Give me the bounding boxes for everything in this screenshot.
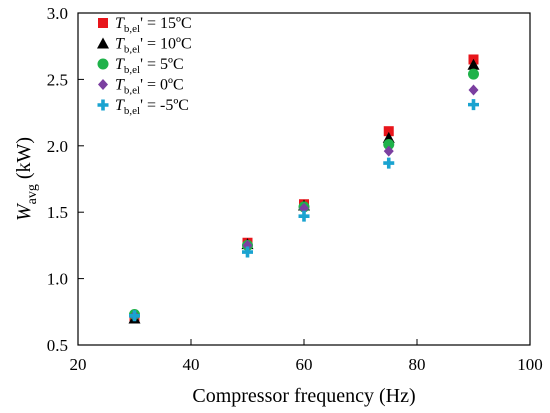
y-tick-label: 1.0 [47, 270, 68, 289]
legend-entry-label: Tb,el' = 10ºC [115, 36, 192, 56]
legend-entry-label: Tb,el' = 0ºC [115, 77, 184, 97]
legend-entry-label: Tb,el' = -5ºC [115, 97, 189, 117]
data-point-diamond [242, 239, 253, 251]
x-tick-label: 80 [409, 355, 426, 374]
x-tick-label: 60 [296, 355, 313, 374]
y-tick-label: 0.5 [47, 336, 68, 355]
legend-label-sub: b,el [124, 85, 140, 97]
y-axis-label-unit: (kW) [13, 137, 35, 184]
legend-label-sub: b,el [124, 105, 140, 117]
data-points [128, 54, 480, 324]
legend-entry-label: Tb,el' = 15ºC [115, 15, 192, 35]
data-point-diamond [383, 145, 394, 157]
legend-label-rest: ' = 5ºC [140, 56, 184, 73]
legend-label-rest: ' = 10ºC [140, 36, 192, 53]
y-tick-label: 3.0 [47, 4, 68, 23]
x-axis: 20 40 60 80 100 [70, 339, 543, 374]
legend-entry-label: Tb,el' = 5ºC [115, 56, 184, 76]
y-tick-label: 1.5 [47, 203, 68, 222]
x-axis-label: Compressor frequency (Hz) [192, 385, 415, 407]
data-point-diamond [299, 202, 309, 214]
data-point-plus [468, 99, 480, 111]
data-point-plus [383, 157, 395, 169]
data-point-diamond [468, 84, 479, 96]
legend-label-rest: ' = 15ºC [140, 15, 192, 32]
legend-label-main: T [115, 77, 125, 94]
data-point-plus [298, 210, 310, 222]
legend-label-main: T [115, 15, 125, 32]
data-point-square [383, 126, 394, 137]
legend-marker-plus [97, 99, 109, 111]
data-point-circle [468, 68, 479, 80]
legend-label-sub: b,el [124, 23, 140, 35]
y-axis-label: Wavg (kW) [13, 137, 40, 221]
legend-marker-circle [97, 58, 109, 70]
y-axis-label-main: W [13, 202, 35, 221]
y-axis-label-sub: avg [25, 184, 40, 204]
legend-marker-triangle [97, 37, 109, 49]
data-point-circle [383, 138, 395, 150]
legend-label-main: T [115, 56, 125, 73]
y-axis: 0.5 1.0 1.5 2.0 2.5 3.0 [47, 4, 84, 355]
x-tick-label: 20 [70, 355, 87, 374]
data-point-triangle [467, 58, 480, 70]
legend-label-main: T [115, 97, 125, 114]
x-tick-label: 100 [517, 355, 543, 374]
legend-marker-diamond [98, 79, 108, 90]
legend-label-sub: b,el [124, 44, 140, 56]
legend-marker-square [98, 18, 108, 28]
legend-label-main: T [115, 36, 125, 53]
legend-label-rest: ' = -5ºC [140, 97, 189, 114]
data-point-plus [129, 310, 140, 322]
x-tick-label: 40 [183, 355, 200, 374]
y-tick-label: 2.5 [47, 70, 68, 89]
legend-label-sub: b,el [124, 64, 140, 76]
y-tick-label: 2.0 [47, 137, 68, 156]
data-point-plus [242, 246, 253, 258]
legend-label-rest: ' = 0ºC [140, 77, 184, 94]
